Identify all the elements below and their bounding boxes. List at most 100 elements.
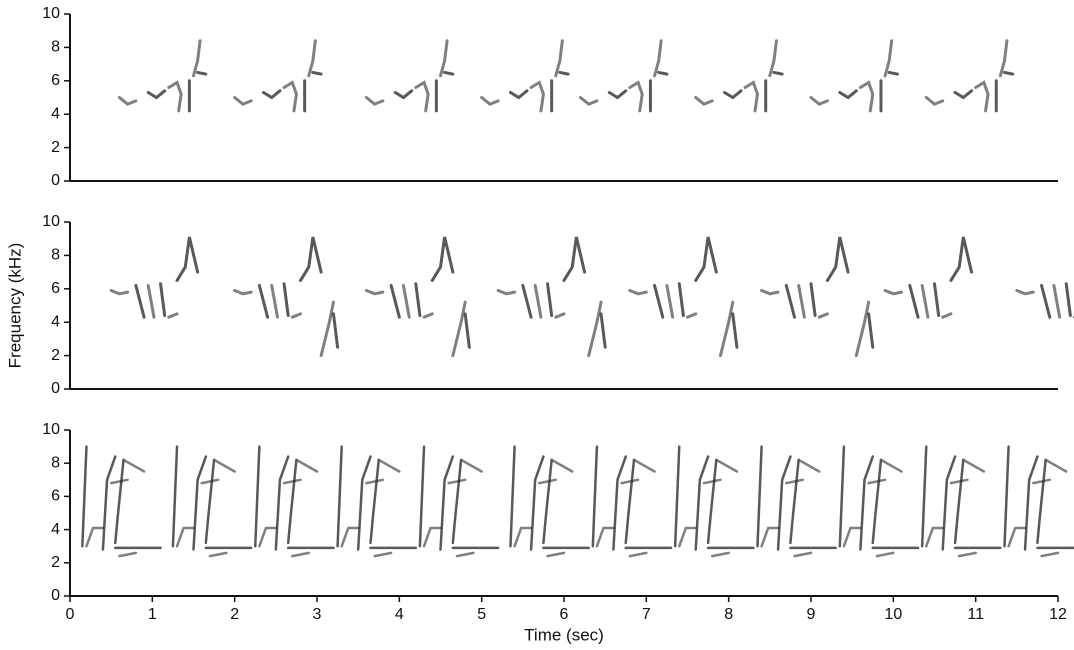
spectrogram-trace xyxy=(508,89,529,100)
spectrogram-trace xyxy=(299,236,323,282)
spectrogram-trace xyxy=(718,300,735,358)
spectrogram-trace xyxy=(587,300,603,358)
spectrogram-trace xyxy=(612,455,627,551)
y-tick-label: 0 xyxy=(51,380,60,397)
spectrogram-trace xyxy=(768,39,778,78)
spectrogram-trace xyxy=(875,551,895,558)
spectrogram-trace xyxy=(920,283,930,319)
spectrogram-trace xyxy=(678,526,697,548)
spectrogram-trace xyxy=(760,526,780,548)
spectrogram-trace xyxy=(694,455,710,551)
spectrogram-trace xyxy=(146,89,167,100)
spectrogram-trace xyxy=(871,458,883,545)
spectrogram-trace xyxy=(122,458,146,473)
spectrogram-trace xyxy=(784,283,797,319)
y-tick-label: 2 xyxy=(51,139,60,156)
spectrogram-trace xyxy=(414,282,422,318)
spectrogram-trace xyxy=(192,39,202,78)
spectrogram-trace xyxy=(159,282,167,318)
spectrogram-trace xyxy=(628,288,648,296)
spectrogram-trace xyxy=(1007,526,1027,548)
spectrogram-trace xyxy=(756,445,763,548)
spectrogram-trace xyxy=(702,478,722,485)
spectrogram-trace xyxy=(364,288,385,296)
spectrogram-trace xyxy=(167,312,179,319)
spectrogram-trace xyxy=(274,455,290,551)
spectrogram-trace xyxy=(1044,458,1068,473)
spectrogram-trace xyxy=(109,288,130,296)
spectrogram-trace xyxy=(422,312,434,319)
spectrogram-trace xyxy=(529,80,545,113)
spectrogram-trace xyxy=(430,236,455,282)
spectrogram-trace xyxy=(307,39,317,78)
spectrogram-trace xyxy=(393,89,414,100)
y-tick-label: 4 xyxy=(51,521,60,538)
spectrogram-trace xyxy=(933,282,941,318)
spectrogram-trace xyxy=(558,70,570,76)
spectrogram-trace xyxy=(414,80,430,113)
spectrogram-trace xyxy=(1052,283,1062,319)
spectrogram-trace xyxy=(854,300,871,358)
spectrogram-trace xyxy=(533,283,543,319)
spectrogram-trace xyxy=(1015,288,1035,296)
spectrogram-trace xyxy=(706,458,718,545)
spectrogram-trace xyxy=(624,458,636,545)
spectrogram-trace xyxy=(879,458,903,473)
spectrogram-trace xyxy=(418,445,426,548)
spectrogram-trace xyxy=(665,283,675,319)
x-tick-label: 10 xyxy=(884,606,902,623)
spectrogram-trace xyxy=(134,283,146,319)
spectrogram-trace xyxy=(192,455,208,551)
y-tick-label: 8 xyxy=(51,454,60,471)
spectrogram-trace xyxy=(962,458,986,473)
spectrogram-trace xyxy=(595,526,615,548)
spectrogram-trace xyxy=(838,89,858,100)
spectrogram-trace xyxy=(941,312,953,319)
spectrogram-trace xyxy=(620,478,640,485)
spectrogram-trace xyxy=(212,458,236,473)
spectrogram-trace xyxy=(949,236,974,282)
x-tick-label: 3 xyxy=(313,606,322,623)
spectrogram-trace xyxy=(554,312,566,319)
spectrogram-trace xyxy=(550,458,574,473)
spectrogram-trace xyxy=(175,236,200,282)
x-tick-label: 8 xyxy=(724,606,733,623)
spectrogram-trace xyxy=(710,551,730,558)
spectrogram-trace xyxy=(261,89,282,100)
spectrogram-trace xyxy=(509,445,516,548)
spectrogram-trace xyxy=(377,458,401,473)
spectrogram-trace xyxy=(290,312,303,319)
y-tick-label: 0 xyxy=(51,587,60,604)
spectrogram-trace xyxy=(196,70,208,76)
x-tick-label: 7 xyxy=(642,606,651,623)
spectrogram-trace xyxy=(447,478,467,485)
spectrogram-trace xyxy=(673,445,681,548)
spectrogram-trace xyxy=(117,96,138,106)
spectrogram-trace xyxy=(591,445,599,548)
spectrogram-trace xyxy=(369,458,380,545)
spectrogram-trace xyxy=(118,551,138,558)
x-tick-label: 6 xyxy=(560,606,569,623)
y-tick-label: 8 xyxy=(51,247,60,264)
spectrogram-trace xyxy=(463,312,471,349)
spectrogram-trace xyxy=(554,39,564,78)
spectrogram-trace xyxy=(677,282,685,318)
spectrogram-trace xyxy=(340,526,360,548)
x-tick-label: 12 xyxy=(1049,606,1067,623)
spectrogram-trace xyxy=(920,445,928,548)
spectrogram-trace xyxy=(443,70,455,76)
spectrogram-trace xyxy=(546,282,554,318)
spectrogram-trace xyxy=(311,70,323,76)
spectrogram-trace xyxy=(451,300,467,358)
spectrogram-trace xyxy=(562,236,587,282)
spectrogram-trace xyxy=(825,236,850,282)
spectrogram-trace xyxy=(389,283,401,319)
spectrogram-trace xyxy=(908,283,920,319)
spectrogram-trace xyxy=(924,96,945,106)
y-tick-label: 2 xyxy=(51,347,60,364)
spectrogram-trace xyxy=(883,39,894,78)
spectrogram-trace xyxy=(546,551,566,558)
spectrogram-trace xyxy=(373,551,393,558)
spectrogram-trace xyxy=(599,312,607,349)
spectrogram-trace xyxy=(175,526,195,548)
